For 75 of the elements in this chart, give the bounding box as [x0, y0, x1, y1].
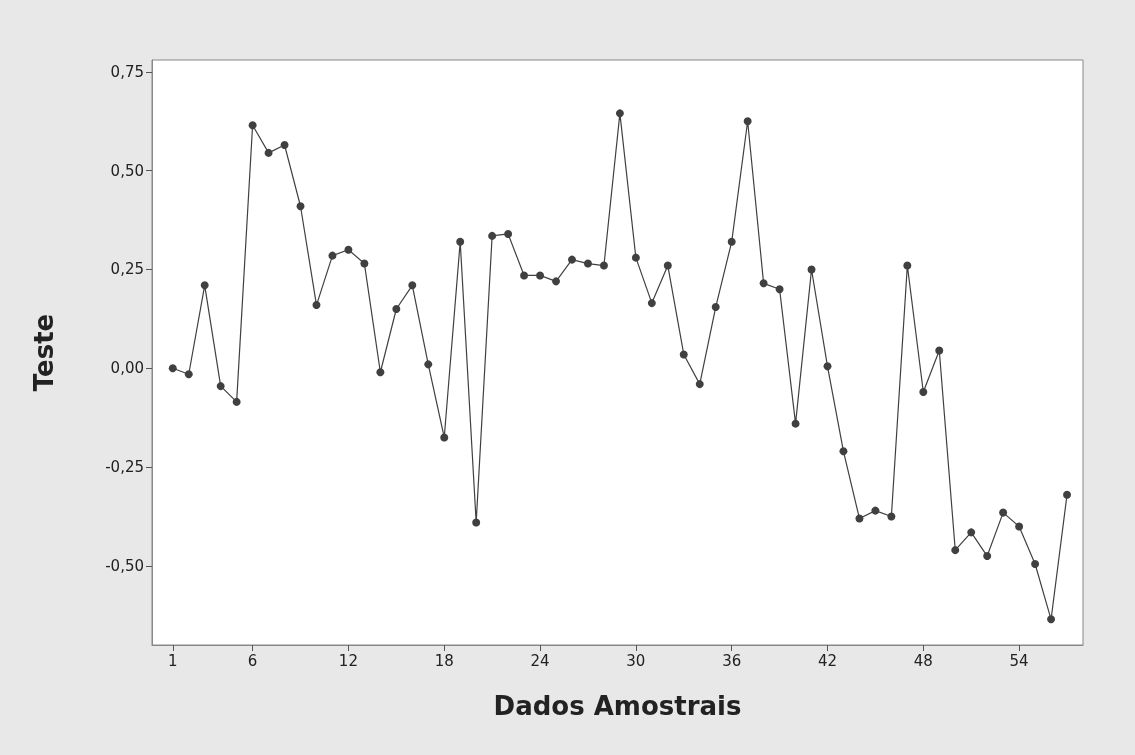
- point: [791, 419, 800, 428]
- point: [1047, 615, 1056, 624]
- point: [392, 305, 401, 314]
- point: [647, 299, 656, 308]
- point: [376, 368, 385, 377]
- point: [855, 514, 864, 523]
- point: [552, 277, 561, 286]
- x-axis-title: Dados Amostrais: [493, 691, 742, 721]
- point: [871, 506, 880, 515]
- x-tick-label: 12: [338, 651, 358, 670]
- point: [775, 285, 784, 294]
- point: [1031, 559, 1040, 568]
- x-tick-label: 6: [247, 651, 258, 670]
- point: [184, 370, 193, 379]
- point: [1063, 490, 1072, 499]
- x-tick-label: 48: [913, 651, 933, 670]
- point: [951, 546, 960, 555]
- point: [1015, 522, 1024, 531]
- point: [280, 140, 289, 149]
- y-tick-label: 0,50: [110, 161, 144, 180]
- point: [999, 508, 1008, 517]
- y-tick-label: 0,75: [110, 62, 144, 81]
- y-tick-label: -0,25: [105, 458, 144, 477]
- point: [296, 202, 305, 211]
- point: [568, 255, 576, 264]
- point: [424, 360, 433, 369]
- point: [408, 281, 417, 290]
- point: [599, 261, 608, 270]
- point: [631, 253, 640, 262]
- point: [168, 364, 177, 373]
- point: [264, 148, 273, 157]
- point: [440, 433, 449, 442]
- point: [839, 447, 848, 456]
- point: [887, 512, 896, 521]
- point: [344, 245, 353, 254]
- point: [759, 279, 768, 288]
- point: [743, 117, 752, 126]
- point: [679, 350, 688, 359]
- point: [615, 109, 624, 118]
- x-tick-label: 18: [434, 651, 454, 670]
- point: [919, 388, 928, 397]
- point: [488, 231, 497, 240]
- point: [360, 259, 369, 268]
- point: [727, 237, 736, 246]
- x-tick-label: 24: [530, 651, 550, 670]
- point: [935, 346, 944, 355]
- x-tick-label: 36: [722, 651, 742, 670]
- point: [456, 237, 465, 246]
- point: [312, 301, 321, 310]
- point: [807, 265, 816, 274]
- point: [967, 528, 976, 537]
- point: [216, 382, 225, 391]
- point: [695, 380, 704, 389]
- point: [232, 397, 241, 406]
- point: [903, 261, 912, 270]
- point: [472, 518, 481, 527]
- point: [504, 229, 513, 238]
- point: [663, 261, 672, 270]
- y-tick-label: -0,50: [105, 556, 144, 575]
- x-tick-label: 1: [167, 651, 178, 670]
- y-tick-label: 0,00: [110, 359, 144, 378]
- point: [248, 121, 257, 130]
- point: [536, 271, 545, 280]
- x-tick-label: 42: [817, 651, 838, 670]
- point: [200, 281, 209, 290]
- x-tick-label: 54: [1009, 651, 1029, 670]
- y-axis-title: Teste: [29, 313, 59, 392]
- point: [823, 362, 832, 371]
- y-tick-label: 0,25: [110, 260, 144, 279]
- point: [711, 303, 720, 312]
- x-tick-label: 30: [626, 651, 646, 670]
- point: [328, 251, 337, 260]
- point: [520, 271, 529, 280]
- point: [583, 259, 592, 268]
- point: [983, 552, 992, 561]
